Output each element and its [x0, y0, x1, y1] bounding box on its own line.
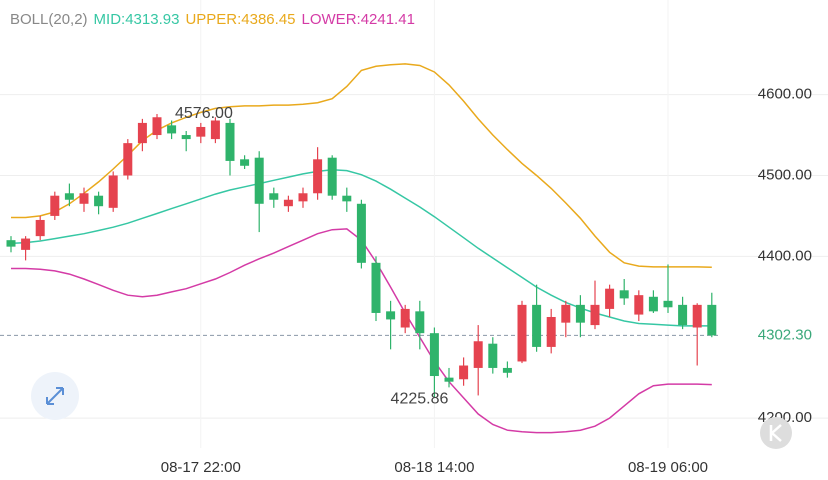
candle-body	[678, 304, 688, 326]
candle-body	[283, 199, 293, 207]
candle-body	[619, 290, 629, 299]
x-tick-label: 08-19 06:00	[628, 459, 708, 476]
candle-body	[64, 193, 74, 200]
x-tick-label: 08-17 22:00	[161, 459, 241, 476]
legend-mid: MID:4313.93	[94, 11, 180, 28]
candle-body	[415, 311, 425, 334]
candle-body	[327, 157, 337, 196]
candle-body	[663, 300, 673, 308]
candle-body	[605, 288, 615, 309]
last-price-label: 4302.30	[758, 326, 812, 343]
x-tick-label: 08-18 14:00	[394, 459, 474, 476]
candle-body	[196, 126, 206, 137]
candle-body	[313, 159, 323, 194]
candle-body	[692, 304, 702, 328]
candle-body	[546, 316, 556, 347]
candle-body	[561, 304, 571, 323]
min-label: 4225.86	[391, 390, 449, 407]
candle-body	[152, 117, 162, 136]
candle-body	[356, 203, 366, 263]
candle-body	[210, 120, 220, 140]
candle-body	[473, 341, 483, 368]
legend: BOLL(20,2) MID:4313.93 UPPER:4386.45 LOWER:…	[10, 11, 415, 28]
candle-body	[6, 240, 16, 247]
candle-body	[517, 304, 527, 362]
y-tick-label: 4600.00	[758, 86, 812, 103]
candle-body	[648, 296, 658, 312]
candle-body	[444, 377, 454, 382]
candle-body	[707, 304, 717, 336]
indicator-label: BOLL(20,2)	[10, 11, 88, 28]
candle-body	[634, 295, 644, 315]
candle-body	[21, 238, 31, 250]
k-bg[interactable]	[760, 417, 792, 449]
candle-body	[429, 333, 439, 377]
candle-body	[35, 219, 45, 237]
candle-body	[575, 304, 585, 323]
candle-body	[386, 311, 396, 320]
candle-body	[532, 304, 542, 347]
candle-body	[240, 159, 250, 166]
expand-icon[interactable]	[46, 387, 64, 405]
candle-body	[79, 193, 89, 204]
candle-body	[298, 193, 308, 202]
candle-body	[254, 157, 264, 204]
candle-body	[108, 175, 118, 208]
candle-body	[488, 343, 498, 368]
y-tick-label: 4500.00	[758, 166, 812, 183]
candle-body	[502, 367, 512, 373]
candle-body	[167, 125, 177, 134]
candle-body	[269, 193, 279, 200]
legend-upper: UPPER:4386.45	[185, 11, 295, 28]
y-tick-label: 4400.00	[758, 247, 812, 264]
candle-body	[94, 195, 104, 207]
candle-body	[123, 143, 133, 176]
candle-body	[50, 195, 60, 216]
candle-body	[137, 122, 147, 144]
expand-button[interactable]	[31, 372, 79, 420]
k-icon[interactable]	[769, 424, 782, 442]
legend-lower: LOWER:4241.41	[302, 11, 415, 28]
candle-body	[342, 195, 352, 202]
candle-body	[400, 308, 410, 328]
k-button[interactable]	[760, 417, 792, 449]
candle-body	[225, 122, 235, 161]
candle-body	[590, 304, 600, 326]
max-label: 4576.00	[175, 105, 233, 122]
candle-body	[459, 365, 469, 380]
candle-body	[371, 262, 381, 313]
candle-body	[181, 135, 191, 140]
